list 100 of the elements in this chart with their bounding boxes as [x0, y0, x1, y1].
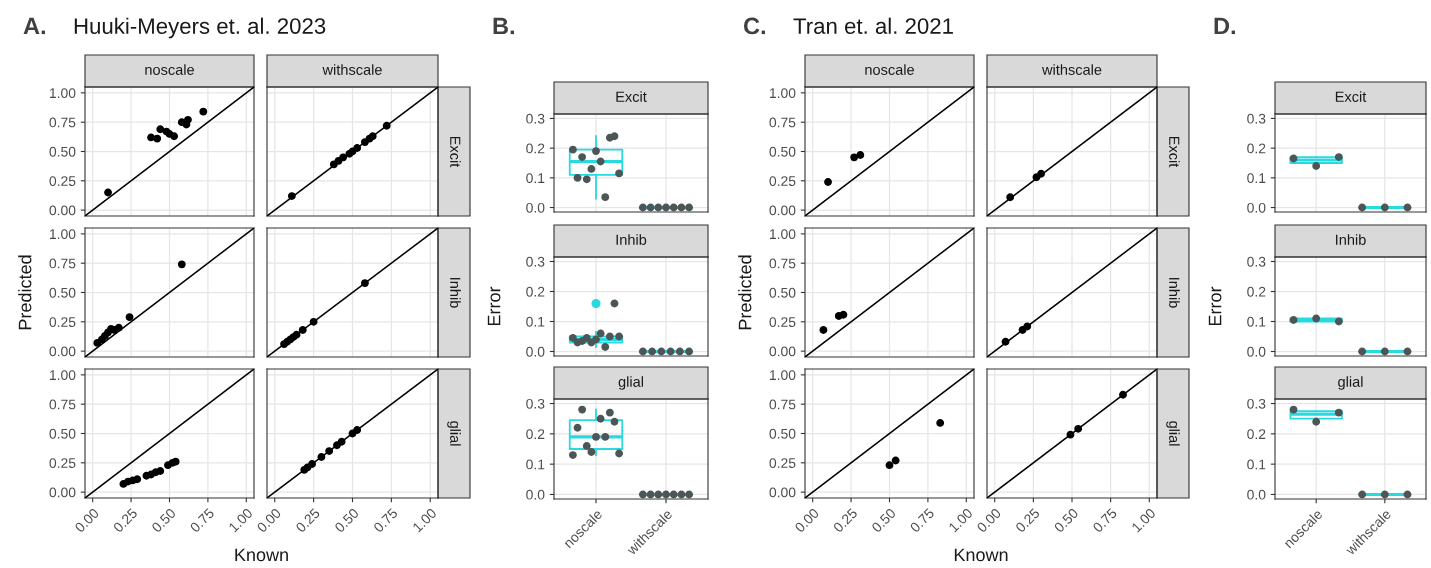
text: Tran et. al. 2021 [793, 17, 953, 34]
x-tick-label: 0.00 [74, 507, 100, 533]
y-tick-label: 0.25 [769, 176, 796, 186]
point [287, 192, 296, 200]
y-tick-label: 0.50 [49, 146, 76, 157]
y-tick-label: 0.25 [49, 458, 76, 468]
y-tick-label: 0.75 [769, 399, 796, 410]
chart-title: Excit [616, 91, 647, 102]
y-tick-label: 0.75 [49, 117, 76, 128]
y-tick-label: 1.00 [50, 229, 76, 240]
text: B. [493, 17, 514, 35]
point [1289, 154, 1298, 163]
point [819, 326, 828, 334]
chart-title: Inhib [616, 234, 647, 245]
point [170, 132, 179, 141]
point [891, 456, 900, 465]
y-tick-label: 1.00 [50, 370, 76, 381]
y-tick-label: 0.3 [1247, 398, 1266, 409]
x-tick-label: 1.00 [1131, 507, 1157, 533]
y-tick-label: 0.1 [526, 459, 545, 470]
y-tick-label: 0.50 [769, 146, 796, 157]
point [1403, 347, 1412, 356]
point [104, 188, 112, 197]
y2-axis-title: Inhib [1169, 278, 1180, 308]
point [339, 153, 348, 162]
chart-title: glial [1338, 376, 1363, 390]
y-tick-label: 0.2 [1247, 286, 1266, 297]
point [1403, 203, 1412, 212]
point [184, 115, 192, 124]
y2-axis-title: glial [447, 421, 461, 446]
y-tick-label: 0.25 [769, 458, 796, 468]
y-tick-label: 0.75 [769, 117, 796, 128]
point [885, 461, 894, 470]
y-tick-label: 0.0 [526, 346, 545, 357]
x-axis-title: Known [235, 548, 288, 562]
chart-title: glial [618, 376, 643, 390]
y-axis-title: Error [1208, 286, 1222, 326]
y-tick-label: 0.0 [526, 202, 545, 213]
point [1334, 153, 1343, 161]
point [824, 178, 832, 186]
y2-axis-title: Excit [450, 136, 461, 168]
chart-title: Excit [1335, 91, 1367, 102]
y-tick-label: 0.3 [526, 113, 545, 124]
y-tick-label: 0.50 [49, 428, 76, 439]
y2-axis-title: Excit [1169, 136, 1180, 168]
point [308, 460, 317, 468]
point [298, 326, 307, 334]
point [337, 437, 346, 446]
point [156, 467, 165, 475]
text: C. [743, 17, 765, 35]
y-tick-label: 0.2 [526, 286, 545, 297]
point [125, 313, 134, 322]
point [177, 260, 186, 269]
y-tick-label: 0.1 [1247, 173, 1266, 184]
x-tick-label: 0.50 [871, 507, 897, 533]
y-tick-label: 0.1 [526, 173, 545, 184]
point [1334, 317, 1343, 326]
y2-axis-title: glial [1166, 421, 1180, 446]
y-tick-label: 0.00 [769, 346, 796, 357]
point [114, 323, 123, 332]
point [361, 279, 369, 288]
y-tick-label: 0.75 [49, 399, 76, 410]
chart-title: withscale [322, 64, 382, 75]
point [309, 317, 318, 326]
point [856, 151, 865, 159]
x-tick-label: 0.50 [1053, 507, 1079, 533]
point [153, 134, 162, 143]
y-tick-label: 0.25 [769, 317, 796, 327]
y-tick-label: 0.0 [1247, 346, 1266, 357]
y-tick-label: 0.2 [526, 143, 545, 154]
chart-title: withscale [1041, 64, 1102, 75]
point [850, 153, 859, 162]
point [353, 144, 362, 152]
point [156, 125, 165, 134]
point [317, 453, 326, 461]
y-tick-label: 0.3 [1247, 256, 1266, 267]
y2-axis-title: Inhib [450, 278, 461, 308]
y-tick-label: 1.00 [770, 229, 796, 240]
y-tick-label: 0.3 [1247, 113, 1266, 124]
y-tick-label: 0.1 [526, 316, 545, 327]
point [1289, 316, 1298, 324]
y-tick-label: 0.0 [526, 489, 545, 500]
point [839, 310, 848, 319]
y-axis-title: Predicted [18, 255, 32, 330]
y-tick-label: 0.2 [1247, 429, 1266, 440]
x-tick-label: 0.50 [334, 507, 360, 533]
x-tick-label: 0.00 [794, 507, 820, 533]
y-tick-label: 0.3 [526, 256, 545, 267]
y-tick-label: 0.75 [49, 258, 76, 269]
y-tick-label: 1.00 [770, 370, 796, 381]
point [936, 419, 945, 427]
y-tick-label: 0.00 [769, 487, 796, 498]
y-tick-label: 0.3 [526, 398, 545, 409]
y-tick-label: 0.75 [769, 258, 796, 269]
y-tick-label: 0.0 [1247, 202, 1266, 213]
point [353, 426, 362, 434]
point [382, 121, 391, 130]
y-tick-label: 0.00 [49, 205, 76, 216]
y-tick-label: 0.1 [1247, 459, 1266, 470]
text: A. [23, 17, 45, 35]
